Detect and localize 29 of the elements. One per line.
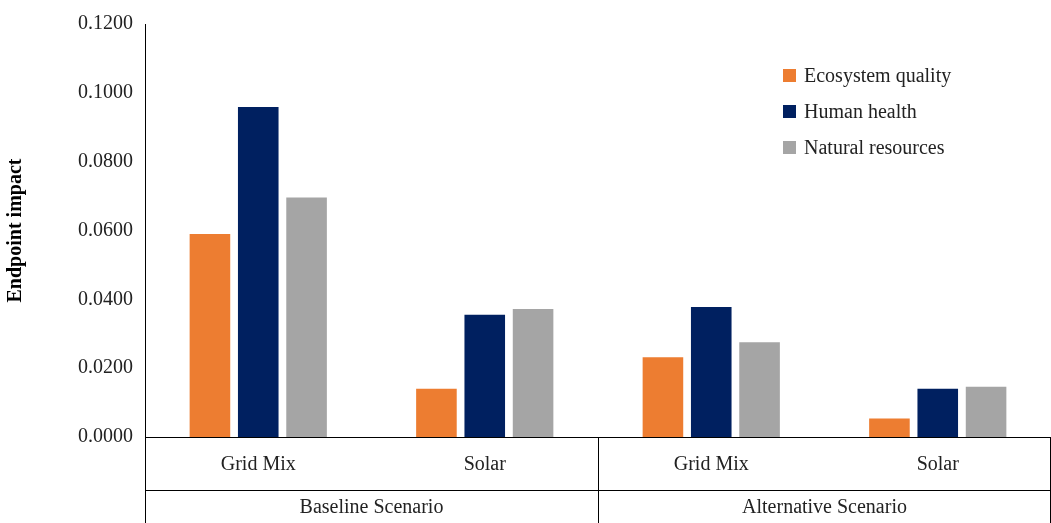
bar bbox=[189, 233, 231, 437]
bar bbox=[286, 197, 327, 437]
bar bbox=[917, 388, 959, 437]
bar bbox=[739, 342, 780, 437]
y-tick-label: 0.0800 bbox=[78, 148, 133, 171]
y-axis-title: Endpoint impact bbox=[3, 158, 27, 303]
bar bbox=[642, 357, 684, 437]
legend-label: Ecosystem quality bbox=[804, 63, 952, 87]
y-tick-label: 0.0600 bbox=[78, 217, 133, 240]
bar bbox=[237, 106, 279, 437]
text: Baseline Scenario bbox=[299, 495, 444, 518]
bar bbox=[690, 306, 732, 437]
legend-label: Natural resources bbox=[804, 135, 945, 159]
y-tick-label: 0.0000 bbox=[78, 424, 133, 447]
x-tick-label: Grid Mix bbox=[673, 452, 749, 475]
y-tick-label: 0.1000 bbox=[78, 80, 133, 103]
bar bbox=[416, 388, 457, 437]
bar bbox=[965, 386, 1007, 437]
x-tick-label: Solar bbox=[916, 452, 960, 475]
y-tick-label: 0.1200 bbox=[78, 11, 133, 34]
bar bbox=[512, 308, 554, 437]
legend-label: Human health bbox=[804, 99, 917, 123]
x-tick-label: Solar bbox=[463, 452, 507, 475]
text: Alternative Scenario bbox=[742, 495, 907, 518]
bar bbox=[464, 314, 506, 437]
x-tick-label: Grid Mix bbox=[220, 452, 296, 475]
y-tick-label: 0.0200 bbox=[78, 355, 133, 378]
bar bbox=[869, 418, 910, 437]
y-tick-label: 0.0400 bbox=[78, 286, 133, 309]
